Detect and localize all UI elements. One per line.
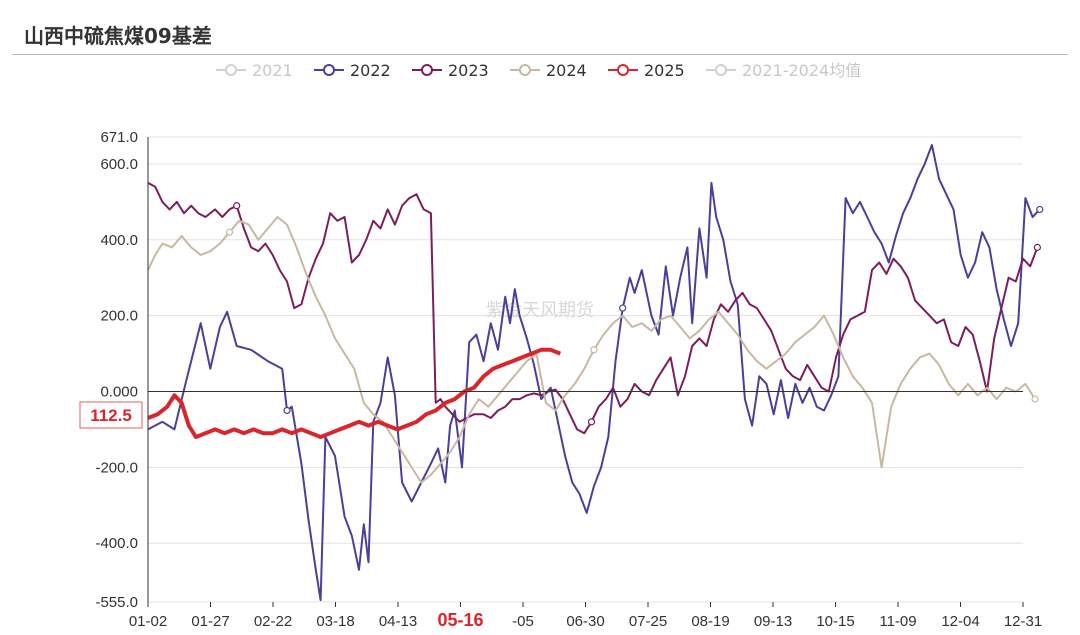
legend-marker-icon	[519, 64, 531, 76]
x-tick-label: 10-15	[816, 613, 854, 630]
legend-item-2023[interactable]: 2023	[412, 61, 489, 80]
title-divider	[12, 54, 1068, 55]
legend-label: 2024	[546, 61, 587, 80]
legend-label: 2021	[252, 61, 293, 80]
x-tick-label: 06-30	[566, 613, 604, 630]
x-tick-label: 12-04	[941, 613, 979, 630]
series-line-2025	[147, 347, 562, 439]
legend-item-2022[interactable]: 2022	[314, 61, 391, 80]
series-marker-2022	[1036, 205, 1044, 214]
x-tick-label: 03-18	[316, 613, 354, 630]
x-tick-label: 11-09	[879, 613, 916, 630]
series-line-2024	[147, 216, 1036, 484]
current-value-label: 112.5	[79, 401, 143, 429]
current-value-box	[79, 401, 143, 429]
legend-item-2024[interactable]: 2024	[510, 61, 587, 80]
y-tick-label: 600.0	[100, 156, 138, 173]
axes: 671.0 600.0 400.0 200.0 0.000 -200.0 -400.0 -55…	[95, 129, 1042, 630]
current-value-text: 112.5	[90, 406, 132, 425]
series-marker-2022	[283, 406, 291, 415]
x-tick-label: 04-13	[379, 613, 417, 630]
series-marker-2023	[587, 418, 596, 426]
legend-item-2025[interactable]: 2025	[608, 61, 685, 80]
legend-label: 2025	[644, 61, 685, 80]
x-tick-label: 12-31	[1004, 613, 1042, 630]
x-tick-label: 07-25	[629, 613, 667, 630]
legend[interactable]: 2021 2022 2023 2024 2025 2021-2024均值	[216, 61, 861, 80]
x-tick-label: 09-13	[754, 613, 792, 630]
legend-marker-icon	[225, 64, 237, 76]
grid	[148, 136, 1023, 603]
chart-title: 山西中硫焦煤09基差	[24, 24, 212, 48]
series-marker-2023	[233, 202, 241, 210]
series-line-2022	[147, 144, 1041, 602]
series-marker-2023	[1033, 243, 1041, 251]
legend-marker-icon	[421, 64, 433, 76]
series-marker-2022	[619, 304, 627, 312]
x-tick-label: 01-02	[129, 613, 167, 630]
y-tick-label: 400.0	[100, 232, 138, 249]
x-tick-label: 02-22	[254, 613, 292, 630]
legend-marker-icon	[323, 64, 335, 76]
legend-marker-icon	[715, 64, 727, 76]
legend-marker-icon	[617, 64, 629, 76]
legend-item-2021[interactable]: 2021	[216, 61, 293, 80]
y-tick-label: -555.0	[95, 594, 138, 611]
series-marker-2024	[1031, 395, 1039, 403]
series-lines	[147, 144, 1044, 602]
legend-label: 2022	[350, 61, 391, 80]
x-tick-label: 01-27	[191, 613, 229, 630]
legend-label: 2021-2024均值	[742, 61, 861, 80]
x-tick-label: 08-19	[691, 613, 729, 630]
y-tick-label: 200.0	[100, 308, 138, 325]
x-tick-label: -05	[512, 613, 534, 630]
y-tick-label: 0.000	[100, 383, 138, 400]
y-tick-label: -200.0	[95, 459, 138, 476]
y-tick-label: 671.0	[100, 129, 138, 146]
x-tick-label: 05-16	[437, 610, 483, 630]
legend-label: 2023	[448, 61, 489, 80]
series-marker-2024	[590, 346, 598, 354]
y-tick-label: -400.0	[95, 535, 138, 552]
series-marker-2024	[225, 228, 234, 236]
legend-item-2021-2024均值[interactable]: 2021-2024均值	[706, 61, 861, 80]
